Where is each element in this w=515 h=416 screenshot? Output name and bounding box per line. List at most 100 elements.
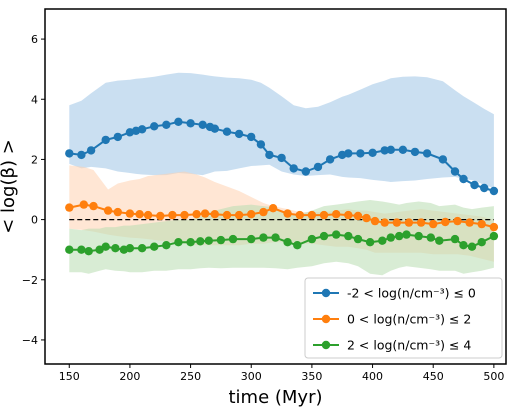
point-series-2 xyxy=(307,210,317,220)
point-series-2 xyxy=(489,222,499,232)
series-markers xyxy=(65,117,499,256)
point-series-1 xyxy=(150,122,159,131)
point-series-3 xyxy=(378,236,387,245)
point-series-1 xyxy=(256,140,266,149)
point-series-1 xyxy=(174,117,183,127)
point-series-3 xyxy=(307,234,317,244)
point-series-1 xyxy=(356,149,365,158)
point-series-3 xyxy=(196,237,205,246)
point-series-3 xyxy=(386,233,395,242)
legend-marker xyxy=(321,314,331,324)
point-series-3 xyxy=(395,231,404,241)
point-series-1 xyxy=(289,164,298,173)
legend-marker xyxy=(321,288,331,298)
point-series-1 xyxy=(470,180,479,190)
point-series-2 xyxy=(453,216,462,226)
band-series-1 xyxy=(69,72,494,188)
point-series-3 xyxy=(353,234,363,244)
point-series-2 xyxy=(441,217,450,227)
point-series-1 xyxy=(325,155,335,164)
point-series-1 xyxy=(265,150,274,160)
point-series-1 xyxy=(398,145,408,154)
x-axis-label: time (Myr) xyxy=(228,387,322,408)
point-series-1 xyxy=(86,146,96,155)
point-series-1 xyxy=(301,167,310,176)
legend-marker xyxy=(321,340,331,350)
x-tick-label: 450 xyxy=(423,370,444,383)
x-tick-label: 150 xyxy=(59,370,80,383)
y-tick-label: 4 xyxy=(31,93,38,106)
legend-box xyxy=(304,277,503,359)
point-series-3 xyxy=(467,242,477,251)
point-series-2 xyxy=(380,218,389,227)
point-series-1 xyxy=(459,174,468,184)
point-series-2 xyxy=(283,209,292,218)
point-series-3 xyxy=(111,244,120,253)
point-series-2 xyxy=(180,210,189,220)
point-series-2 xyxy=(353,211,363,221)
point-series-3 xyxy=(489,231,499,241)
legend: -2 < log(n/cm⁻³) ≤ 0 0 < log(n/cm⁻³) ≤ 2 2… xyxy=(304,277,503,359)
band-series-3 xyxy=(69,200,494,276)
point-series-3 xyxy=(65,245,74,254)
point-series-3 xyxy=(414,231,423,241)
point-series-3 xyxy=(125,244,135,253)
y-tick-label: −4 xyxy=(22,334,38,347)
point-series-1 xyxy=(489,186,499,196)
point-series-3 xyxy=(174,238,183,247)
point-series-1 xyxy=(234,129,244,139)
point-series-2 xyxy=(79,200,89,209)
point-series-3 xyxy=(477,238,486,247)
point-series-3 xyxy=(162,241,171,250)
point-series-2 xyxy=(113,207,123,217)
point-series-2 xyxy=(362,213,371,223)
point-series-2 xyxy=(429,219,438,229)
point-series-2 xyxy=(200,209,210,218)
legend-label: 2 < log(n/cm⁻³) ≤ 4 xyxy=(347,338,471,353)
y-tick-label: 6 xyxy=(31,33,38,46)
point-series-2 xyxy=(210,210,219,219)
point-series-3 xyxy=(344,231,353,241)
point-series-3 xyxy=(426,233,435,242)
point-series-2 xyxy=(370,216,380,226)
point-series-3 xyxy=(84,247,93,256)
point-series-1 xyxy=(422,149,432,158)
point-series-3 xyxy=(137,244,147,253)
point-series-1 xyxy=(313,162,323,172)
point-series-2 xyxy=(65,203,74,212)
x-axis-ticks: 150 200 250 300 350 400 450 500 xyxy=(59,364,504,383)
point-series-2 xyxy=(156,211,165,221)
x-tick-label: 500 xyxy=(483,370,504,383)
point-series-1 xyxy=(137,125,147,134)
point-series-2 xyxy=(295,210,304,220)
y-tick-label: −2 xyxy=(22,274,38,287)
point-series-3 xyxy=(435,236,444,245)
point-series-3 xyxy=(271,233,280,242)
point-series-1 xyxy=(113,132,123,142)
point-series-1 xyxy=(277,153,286,163)
legend-entry: 2 < log(n/cm⁻³) ≤ 4 xyxy=(313,338,471,353)
point-series-1 xyxy=(77,150,86,160)
point-series-2 xyxy=(404,218,414,227)
point-series-2 xyxy=(416,218,426,227)
point-series-2 xyxy=(103,206,113,215)
point-series-3 xyxy=(247,234,256,244)
x-tick-label: 300 xyxy=(241,370,262,383)
point-series-1 xyxy=(210,124,219,133)
point-series-3 xyxy=(150,242,159,251)
point-series-1 xyxy=(480,183,489,193)
x-tick-label: 350 xyxy=(301,370,322,383)
point-series-1 xyxy=(380,146,389,155)
y-axis-label: < log(β) > xyxy=(0,139,19,234)
point-series-1 xyxy=(101,135,110,145)
x-tick-label: 250 xyxy=(180,370,201,383)
point-series-3 xyxy=(450,234,460,244)
legend-entries: -2 < log(n/cm⁻³) ≤ 0 0 < log(n/cm⁻³) ≤ 2 2… xyxy=(313,286,476,353)
legend-label: 0 < log(n/cm⁻³) ≤ 2 xyxy=(347,312,471,327)
point-series-1 xyxy=(368,148,377,157)
point-series-3 xyxy=(402,230,411,239)
point-series-2 xyxy=(168,210,177,220)
point-series-1 xyxy=(386,145,395,154)
